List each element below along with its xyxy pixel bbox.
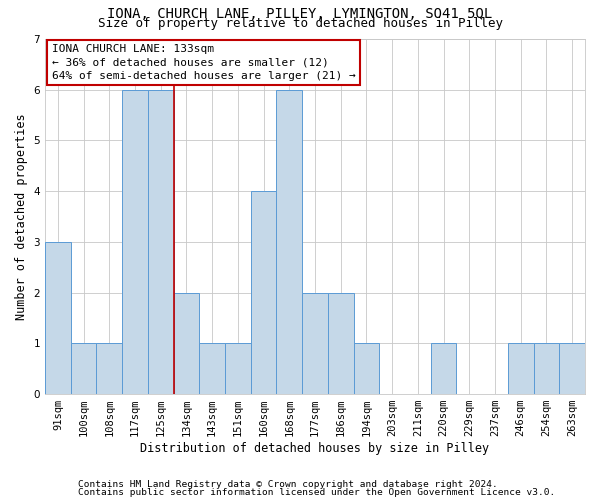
Text: IONA, CHURCH LANE, PILLEY, LYMINGTON, SO41 5QL: IONA, CHURCH LANE, PILLEY, LYMINGTON, SO… — [107, 6, 493, 20]
Bar — [353, 344, 379, 394]
Bar — [122, 90, 148, 394]
Bar — [148, 90, 173, 394]
Bar — [508, 344, 533, 394]
Bar — [251, 191, 277, 394]
Bar — [277, 90, 302, 394]
X-axis label: Distribution of detached houses by size in Pilley: Distribution of detached houses by size … — [140, 442, 490, 455]
Text: Contains HM Land Registry data © Crown copyright and database right 2024.: Contains HM Land Registry data © Crown c… — [78, 480, 498, 489]
Bar — [45, 242, 71, 394]
Bar — [225, 344, 251, 394]
Text: IONA CHURCH LANE: 133sqm
← 36% of detached houses are smaller (12)
64% of semi-d: IONA CHURCH LANE: 133sqm ← 36% of detach… — [52, 44, 355, 80]
Bar — [173, 292, 199, 394]
Bar — [431, 344, 457, 394]
Bar — [533, 344, 559, 394]
Bar — [328, 292, 353, 394]
Bar — [302, 292, 328, 394]
Bar — [97, 344, 122, 394]
Y-axis label: Number of detached properties: Number of detached properties — [15, 113, 28, 320]
Text: Size of property relative to detached houses in Pilley: Size of property relative to detached ho… — [97, 16, 503, 30]
Text: Contains public sector information licensed under the Open Government Licence v3: Contains public sector information licen… — [78, 488, 555, 497]
Bar — [559, 344, 585, 394]
Bar — [199, 344, 225, 394]
Bar — [71, 344, 97, 394]
